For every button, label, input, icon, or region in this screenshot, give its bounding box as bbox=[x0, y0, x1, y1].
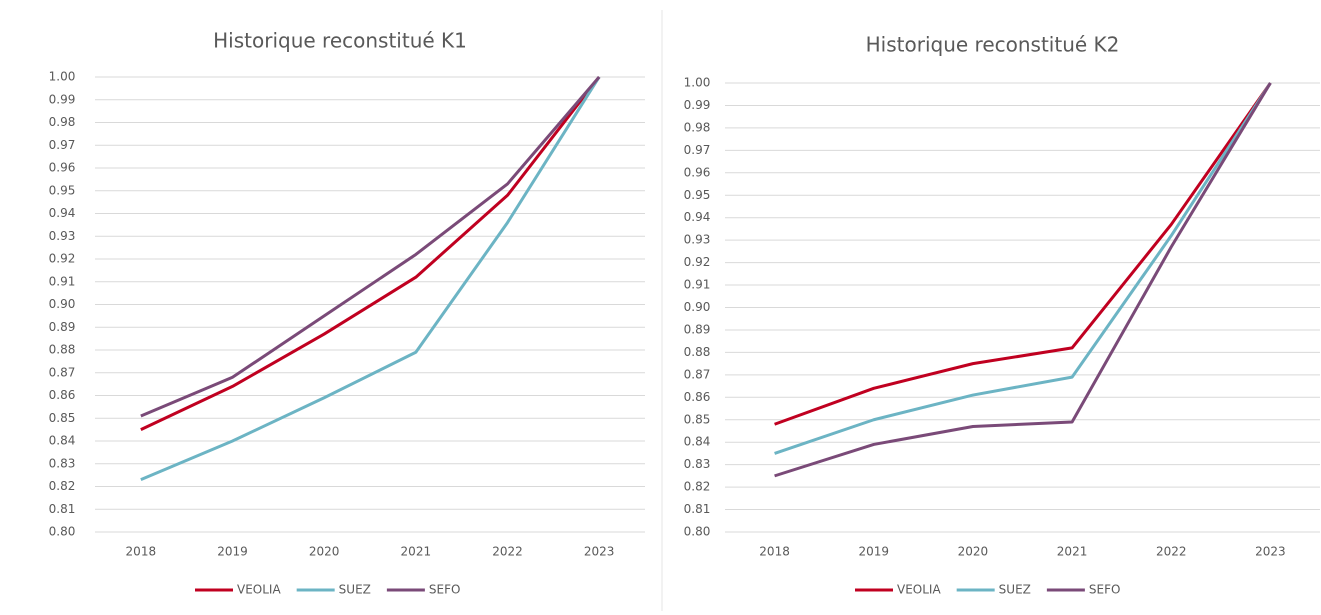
y-tick-label: 0.93 bbox=[49, 229, 76, 243]
y-tick-label: 0.90 bbox=[684, 300, 711, 314]
y-tick-label: 0.81 bbox=[49, 502, 76, 516]
y-tick-label: 0.98 bbox=[49, 115, 76, 129]
y-tick-label: 0.95 bbox=[684, 188, 711, 202]
legend-label: VEOLIA bbox=[237, 583, 281, 597]
y-tick-label: 0.99 bbox=[49, 92, 76, 106]
x-tick-label: 2020 bbox=[309, 545, 340, 559]
y-tick-label: 0.88 bbox=[684, 345, 711, 359]
y-tick-label: 0.86 bbox=[684, 390, 711, 404]
y-tick-label: 0.92 bbox=[684, 255, 711, 269]
y-tick-label: 0.88 bbox=[49, 343, 76, 357]
y-tick-label: 0.89 bbox=[49, 320, 76, 334]
y-tick-label: 0.95 bbox=[49, 183, 76, 197]
legend-label: SEFO bbox=[429, 583, 461, 597]
y-tick-label: 0.84 bbox=[684, 435, 711, 449]
y-tick-label: 0.87 bbox=[684, 367, 711, 381]
legend-label: SEFO bbox=[1089, 583, 1121, 597]
chart-title: Historique reconstitué K2 bbox=[866, 33, 1120, 57]
x-tick-label: 2019 bbox=[858, 545, 889, 559]
y-tick-label: 0.89 bbox=[684, 322, 711, 336]
y-tick-label: 0.85 bbox=[49, 411, 76, 425]
series-line bbox=[140, 76, 601, 482]
x-tick-label: 2018 bbox=[126, 545, 157, 559]
legend-label: SUEZ bbox=[339, 583, 371, 597]
y-tick-label: 0.99 bbox=[684, 98, 711, 112]
y-tick-label: 0.97 bbox=[684, 143, 711, 157]
y-tick-label: 0.82 bbox=[49, 479, 76, 493]
series-line bbox=[140, 76, 601, 418]
x-tick-label: 2023 bbox=[584, 545, 615, 559]
x-tick-label: 2021 bbox=[401, 545, 432, 559]
y-tick-label: 0.82 bbox=[684, 480, 711, 494]
y-tick-label: 0.96 bbox=[684, 165, 711, 179]
x-tick-label: 2022 bbox=[1156, 545, 1187, 559]
x-tick-label: 2018 bbox=[759, 545, 790, 559]
series-line bbox=[774, 82, 1272, 426]
y-tick-label: 1.00 bbox=[49, 70, 76, 84]
chart-title: Historique reconstitué K1 bbox=[213, 29, 467, 53]
y-tick-label: 0.98 bbox=[684, 120, 711, 134]
y-tick-label: 0.80 bbox=[49, 525, 76, 539]
x-tick-label: 2021 bbox=[1057, 545, 1088, 559]
y-tick-label: 0.93 bbox=[684, 233, 711, 247]
y-tick-label: 0.96 bbox=[49, 161, 76, 175]
y-tick-label: 0.91 bbox=[684, 278, 711, 292]
y-tick-label: 0.85 bbox=[684, 412, 711, 426]
y-tick-label: 0.90 bbox=[49, 297, 76, 311]
y-tick-label: 0.97 bbox=[49, 138, 76, 152]
legend-label: VEOLIA bbox=[897, 583, 941, 597]
y-tick-label: 0.83 bbox=[49, 456, 76, 470]
y-tick-label: 0.94 bbox=[684, 210, 711, 224]
y-tick-label: 1.00 bbox=[684, 76, 711, 90]
series-line bbox=[774, 82, 1272, 455]
y-tick-label: 0.81 bbox=[684, 502, 711, 516]
legend-label: SUEZ bbox=[999, 583, 1031, 597]
y-tick-label: 0.92 bbox=[49, 252, 76, 266]
series-line bbox=[774, 82, 1272, 478]
y-tick-label: 0.91 bbox=[49, 274, 76, 288]
x-tick-label: 2022 bbox=[492, 545, 523, 559]
y-tick-label: 0.87 bbox=[49, 365, 76, 379]
x-tick-label: 2023 bbox=[1255, 545, 1286, 559]
y-tick-label: 0.80 bbox=[684, 525, 711, 539]
x-tick-label: 2020 bbox=[958, 545, 989, 559]
y-tick-label: 0.86 bbox=[49, 388, 76, 402]
x-tick-label: 2019 bbox=[217, 545, 248, 559]
y-tick-label: 0.84 bbox=[49, 434, 76, 448]
y-tick-label: 0.83 bbox=[684, 457, 711, 471]
series-line bbox=[140, 76, 601, 431]
y-tick-label: 0.94 bbox=[49, 206, 76, 220]
